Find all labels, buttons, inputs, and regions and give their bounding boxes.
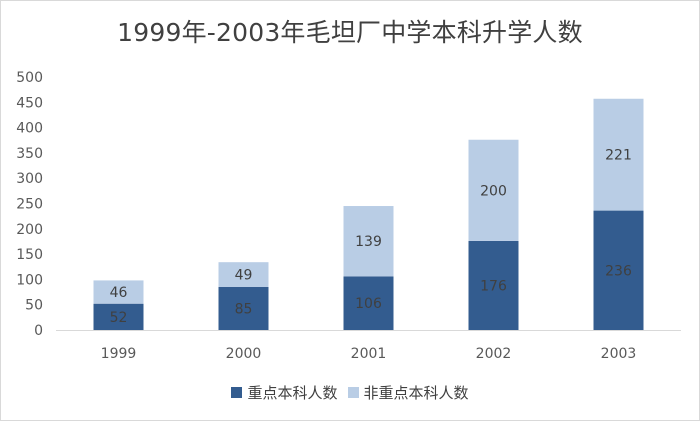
data-label: 46 (110, 285, 128, 301)
x-tick-label: 2001 (351, 346, 387, 362)
legend-swatch-nonkey-undergrad (347, 387, 359, 398)
legend: 重点本科人数 非重点本科人数 (1, 382, 699, 403)
bar-key-undergrad (468, 240, 519, 330)
legend-swatch-key-undergrad (231, 387, 243, 398)
legend-label-nonkey-undergrad: 非重点本科人数 (363, 384, 469, 402)
x-tick-label: 2000 (226, 346, 262, 362)
legend-item-key-undergrad: 重点本科人数 (231, 382, 338, 403)
data-label: 236 (605, 263, 632, 279)
bar-key-undergrad (93, 303, 144, 330)
y-tick-label: 100 (16, 272, 43, 288)
data-label: 139 (355, 234, 382, 250)
data-label: 221 (605, 148, 632, 164)
x-tick-label: 2002 (476, 346, 512, 362)
legend-label-key-undergrad: 重点本科人数 (247, 384, 338, 402)
y-tick-label: 150 (16, 247, 43, 263)
data-label: 176 (480, 278, 507, 294)
y-tick-label: 300 (16, 171, 43, 187)
bar-key-undergrad (343, 276, 394, 330)
chart-title: 1999年-2003年毛坦厂中学本科升学人数 (117, 18, 583, 47)
legend-item-nonkey-undergrad: 非重点本科人数 (347, 382, 469, 403)
y-tick-label: 500 (16, 70, 43, 86)
bar-nonkey-undergrad (93, 280, 144, 304)
y-tick-label: 200 (16, 222, 43, 238)
y-tick-label: 250 (16, 197, 43, 213)
bar-nonkey-undergrad (468, 139, 519, 241)
y-tick-label: 350 (16, 146, 43, 162)
bar-nonkey-undergrad (343, 206, 394, 277)
data-label: 85 (235, 301, 253, 317)
bar-key-undergrad (593, 210, 644, 330)
bar-nonkey-undergrad (218, 262, 269, 287)
y-tick-label: 50 (25, 298, 43, 314)
bar-nonkey-undergrad (593, 98, 644, 211)
y-tick-label: 0 (34, 323, 43, 339)
y-tick-label: 450 (16, 95, 43, 111)
bar-key-undergrad (218, 286, 269, 330)
y-tick-label: 400 (16, 121, 43, 137)
data-label: 106 (355, 296, 382, 312)
x-tick-label: 1999 (101, 346, 137, 362)
data-label: 200 (480, 183, 507, 199)
x-tick-label: 2003 (601, 346, 637, 362)
data-label: 49 (235, 268, 253, 284)
data-label: 52 (110, 310, 128, 326)
